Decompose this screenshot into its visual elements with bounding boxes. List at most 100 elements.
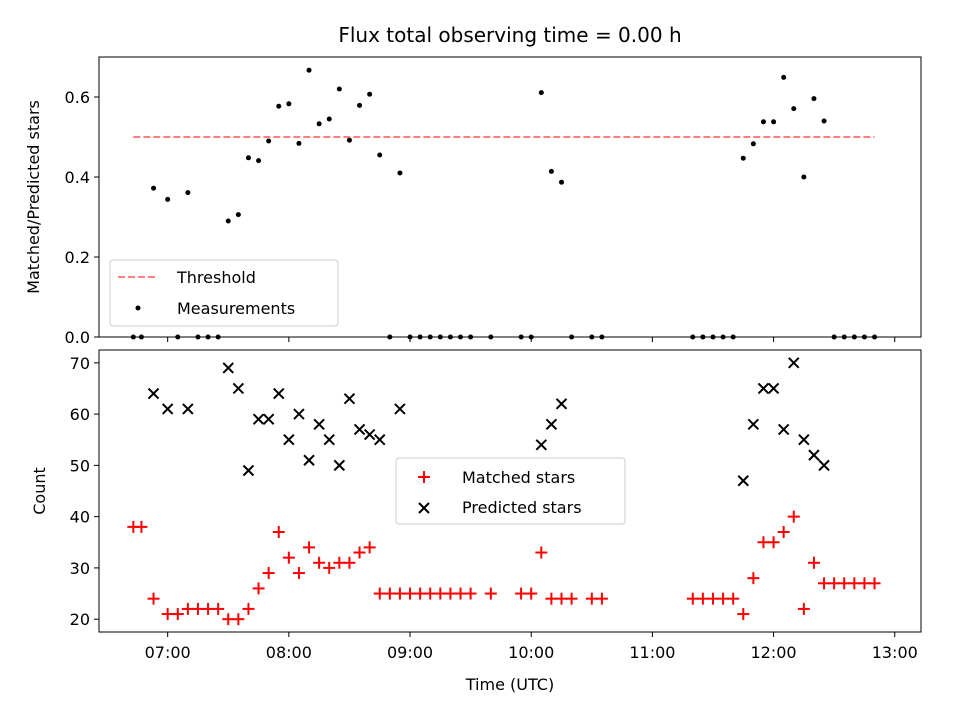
x-axis-label: Time (UTC) <box>465 675 554 694</box>
predicted-star-point <box>535 439 548 451</box>
matched-star-point <box>706 592 719 605</box>
matched-star-point <box>171 608 184 621</box>
matched-star-point <box>535 546 548 559</box>
predicted-star-point <box>777 423 790 436</box>
matched-star-point <box>727 592 740 605</box>
top-y-tick-label: 0.0 <box>65 328 90 347</box>
matched-star-point <box>212 602 225 615</box>
top-y-tick-label: 0.4 <box>65 168 90 187</box>
top-plot: 0.0 0.2 0.4 0.6 Matched/Predicted stars Thr… <box>24 56 922 347</box>
measurement-point <box>306 67 312 73</box>
matched-star-point <box>242 602 255 615</box>
measurement-point <box>801 174 807 180</box>
predicted-star-point <box>363 428 376 441</box>
predicted-star-point <box>555 398 568 410</box>
measurement-point <box>377 152 383 158</box>
bottom-legend: Matched stars Predicted stars <box>395 457 626 525</box>
predicted-star-point <box>303 454 315 466</box>
matched-star-point <box>323 561 336 574</box>
predicted-star-point <box>252 413 265 425</box>
top-y-axis-label: Matched/Predicted stars <box>24 100 43 294</box>
measurement-point <box>225 218 231 224</box>
bottom-x-tick-label: 12:00 <box>751 643 797 662</box>
measurement-point <box>821 118 827 124</box>
matched-star-point <box>717 592 730 605</box>
matched-star-point <box>135 520 148 533</box>
measurement-point <box>791 106 797 112</box>
matched-star-point <box>303 541 316 554</box>
bottom-x-tick-label: 11:00 <box>629 643 675 662</box>
matched-star-point <box>161 608 174 621</box>
measurement-point <box>266 138 272 144</box>
bottom-legend-box <box>395 457 626 525</box>
measurement-point <box>326 116 332 122</box>
matched-star-point <box>373 587 386 600</box>
predicted-star-point <box>232 382 245 395</box>
bottom-x-tick-label: 13:00 <box>872 643 918 662</box>
predicted-star-point <box>222 362 234 374</box>
predicted-star-point <box>182 403 194 415</box>
legend-threshold-label: Threshold <box>176 268 256 287</box>
matched-star-point <box>393 587 406 600</box>
matched-star-point <box>232 613 245 626</box>
predicted-star-point <box>808 449 820 461</box>
matched-star-point <box>747 572 760 585</box>
measurement-point <box>760 119 766 125</box>
predicted-star-point <box>273 387 285 400</box>
predicted-star-point <box>353 423 366 436</box>
matched-star-point <box>848 577 861 590</box>
matched-star-point <box>828 577 841 590</box>
matched-star-point <box>818 577 831 590</box>
legend-matched-label: Matched stars <box>462 468 575 487</box>
bottom-y-tick-label: 60 <box>70 405 90 424</box>
matched-star-point <box>454 587 467 600</box>
matched-star-point <box>565 592 578 605</box>
predicted-star-point <box>242 464 255 477</box>
bottom-plot: 20 30 40 50 60 70 07:00 08:00 09:00 10:00 11:00 12… <box>30 349 922 694</box>
legend-matched-swatch <box>418 471 430 483</box>
predicted-star-point <box>283 434 295 446</box>
matched-star-point <box>147 592 160 605</box>
measurement-point <box>771 119 777 125</box>
measurement-point <box>286 101 292 107</box>
predicted-star-point <box>737 475 749 487</box>
top-y-tick-label: 0.2 <box>65 248 90 267</box>
matched-star-point <box>767 536 780 549</box>
matched-star-point <box>313 556 326 569</box>
matched-star-point <box>343 556 356 569</box>
measurement-point <box>336 86 342 92</box>
predicted-star-point <box>788 357 800 369</box>
predicted-star-point <box>343 393 356 405</box>
matched-star-point <box>191 602 204 615</box>
predicted-star-point <box>161 403 174 415</box>
chart-title: Flux total observing time = 0.00 h <box>338 23 681 47</box>
matched-star-point <box>282 551 295 564</box>
matched-star-point <box>383 587 396 600</box>
predicted-star-point <box>333 459 346 472</box>
matched-star-point <box>333 556 346 569</box>
bottom-x-tick-label: 08:00 <box>266 643 312 662</box>
predicted-star-point <box>798 434 810 446</box>
matched-star-point <box>595 592 608 605</box>
legend-measurements-label: Measurements <box>177 299 295 318</box>
measurement-point <box>256 158 262 164</box>
matched-star-point <box>414 587 427 600</box>
predicted-star-point <box>767 382 780 395</box>
bottom-x-tick-label: 10:00 <box>508 643 554 662</box>
bottom-plot-frame <box>98 349 922 633</box>
matched-star-point <box>363 541 376 554</box>
measurement-point <box>245 155 251 161</box>
matched-star-point <box>404 587 417 600</box>
matched-star-point <box>585 592 598 605</box>
bottom-y-tick-label: 40 <box>70 508 90 527</box>
matched-star-point <box>222 613 235 626</box>
matched-star-point <box>202 602 215 615</box>
top-y-tick-label: 0.6 <box>65 88 90 107</box>
measurement-point <box>750 141 756 147</box>
matched-star-point <box>807 556 820 569</box>
matched-star-point <box>797 602 810 615</box>
matched-star-point <box>272 526 285 539</box>
matched-star-point <box>515 587 528 600</box>
predicted-star-point <box>757 382 770 395</box>
